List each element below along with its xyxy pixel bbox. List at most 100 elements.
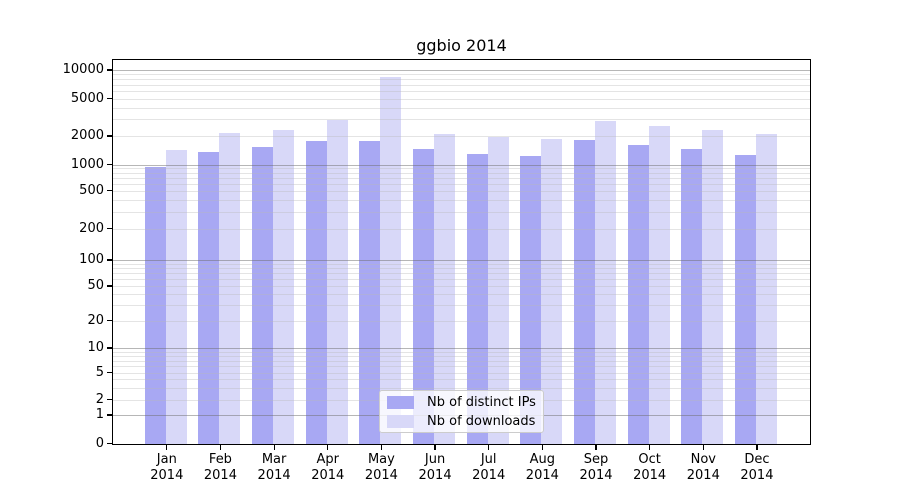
x-tick-label: Dec 2014 bbox=[727, 452, 787, 484]
x-tick-month: Dec bbox=[744, 452, 770, 467]
bar-downloads-8 bbox=[595, 121, 616, 444]
x-tick-mark bbox=[488, 444, 490, 450]
y-tick-label: 500 bbox=[79, 182, 104, 198]
x-tick-label: Jun 2014 bbox=[405, 452, 465, 484]
x-tick-mark bbox=[380, 444, 383, 450]
bar-downloads-9 bbox=[648, 125, 670, 444]
y-grid-line-minor bbox=[113, 320, 810, 322]
y-grid-line-minor bbox=[113, 177, 810, 179]
y-grid-line-minor bbox=[113, 305, 810, 307]
y-tick-label: 5 bbox=[95, 364, 104, 380]
bar-ips-4 bbox=[359, 140, 381, 444]
y-grid-line-minor bbox=[113, 268, 810, 270]
y-grid-line-minor bbox=[113, 360, 810, 362]
bar-downloads-0 bbox=[165, 149, 187, 444]
x-tick-year: 2014 bbox=[525, 468, 559, 483]
x-tick-month: Nov bbox=[690, 452, 716, 467]
y-grid-line-minor bbox=[113, 172, 810, 174]
x-tick-month: Jan bbox=[156, 452, 177, 467]
x-tick-label: Jul 2014 bbox=[459, 452, 519, 484]
y-tick-mark bbox=[107, 347, 113, 349]
y-grid-line-minor bbox=[113, 183, 810, 185]
bar-downloads-5 bbox=[434, 133, 456, 444]
legend-label-ips: Nb of distinct IPs bbox=[427, 394, 536, 410]
y-tick-mark bbox=[107, 414, 113, 416]
y-tick-label: 10 bbox=[87, 340, 104, 355]
x-tick-mark bbox=[219, 444, 222, 450]
x-tick-year: 2014 bbox=[364, 468, 398, 483]
legend-item-distinct-ips: Nb of distinct IPs bbox=[387, 395, 536, 410]
x-tick-month: Sep bbox=[583, 452, 609, 467]
legend-swatch-ips bbox=[387, 395, 414, 409]
y-grid-line-minor bbox=[113, 279, 810, 281]
chart-title: ggbio 2014 bbox=[416, 36, 507, 55]
y-grid-line-minor bbox=[113, 228, 810, 230]
bar-ips-2 bbox=[252, 147, 274, 444]
bar-downloads-2 bbox=[273, 130, 295, 444]
y-grid-line-minor bbox=[113, 91, 810, 92]
bar-downloads-7 bbox=[541, 139, 563, 444]
y-grid-line-minor bbox=[113, 199, 810, 201]
y-tick-label: 10000 bbox=[62, 62, 104, 77]
y-tick-mark bbox=[107, 135, 113, 137]
y-grid-line-minor bbox=[113, 263, 810, 265]
y-tick-mark bbox=[107, 189, 113, 192]
y-tick-label: 2000 bbox=[70, 128, 104, 143]
x-tick-year: 2014 bbox=[579, 468, 613, 483]
y-tick-mark bbox=[107, 259, 113, 261]
legend-item-downloads: Nb of downloads bbox=[387, 414, 536, 429]
x-tick-year: 2014 bbox=[472, 468, 506, 483]
x-tick-mark bbox=[327, 444, 329, 450]
bar-downloads-6 bbox=[487, 137, 509, 444]
x-tick-label: May 2014 bbox=[351, 452, 411, 484]
y-grid-line-major bbox=[113, 348, 810, 350]
y-grid-line-minor bbox=[113, 74, 810, 76]
y-grid-line-major bbox=[113, 164, 810, 166]
y-tick-label: 50 bbox=[87, 278, 104, 293]
bar-downloads-10 bbox=[702, 129, 724, 444]
x-tick-label: Sep 2014 bbox=[566, 452, 626, 484]
y-grid-line-minor bbox=[113, 84, 810, 86]
y-grid-line-minor bbox=[113, 98, 810, 100]
x-tick-year: 2014 bbox=[150, 468, 184, 483]
y-tick-label: 200 bbox=[79, 220, 104, 236]
x-tick-month: Jun bbox=[424, 452, 446, 467]
x-tick-mark bbox=[702, 444, 704, 450]
x-tick-year: 2014 bbox=[633, 468, 667, 483]
bar-ips-5 bbox=[413, 148, 435, 444]
bar-ips-0 bbox=[144, 167, 166, 444]
x-tick-month: May bbox=[367, 452, 395, 467]
bar-ips-6 bbox=[466, 153, 488, 444]
x-tick-label: Mar 2014 bbox=[244, 452, 304, 484]
y-grid-line-minor bbox=[113, 211, 810, 213]
bar-ips-8 bbox=[574, 140, 595, 444]
bar-downloads-11 bbox=[755, 134, 777, 444]
x-tick-year: 2014 bbox=[311, 468, 345, 483]
x-tick-label: Apr 2014 bbox=[298, 452, 358, 484]
x-tick-month: Oct bbox=[638, 452, 661, 467]
y-tick-label: 100 bbox=[79, 252, 104, 267]
y-tick-label: 1 bbox=[95, 407, 104, 422]
x-tick-label: Oct 2014 bbox=[620, 452, 680, 484]
y-grid-line-minor bbox=[113, 387, 810, 389]
y-grid-line-minor bbox=[113, 351, 810, 353]
x-tick-year: 2014 bbox=[740, 468, 774, 483]
y-grid-line-minor bbox=[113, 273, 810, 275]
y-tick-mark bbox=[107, 398, 113, 401]
y-tick-mark bbox=[107, 371, 113, 374]
x-tick-mark bbox=[434, 444, 436, 450]
y-tick-mark bbox=[107, 319, 113, 322]
legend: Nb of distinct IPs Nb of downloads bbox=[379, 390, 544, 433]
x-tick-year: 2014 bbox=[257, 468, 291, 483]
x-tick-mark bbox=[649, 444, 651, 450]
y-tick-mark bbox=[107, 227, 113, 230]
y-tick-label: 2 bbox=[95, 391, 104, 407]
y-grid-line-minor bbox=[113, 355, 810, 357]
x-tick-mark bbox=[166, 444, 168, 450]
y-grid-line-minor bbox=[113, 168, 810, 170]
x-tick-month: Jul bbox=[480, 452, 497, 467]
bar-ips-10 bbox=[681, 149, 703, 444]
x-tick-month: Aug bbox=[529, 452, 556, 467]
y-tick-label: 0 bbox=[95, 435, 104, 451]
x-tick-year: 2014 bbox=[686, 468, 720, 483]
